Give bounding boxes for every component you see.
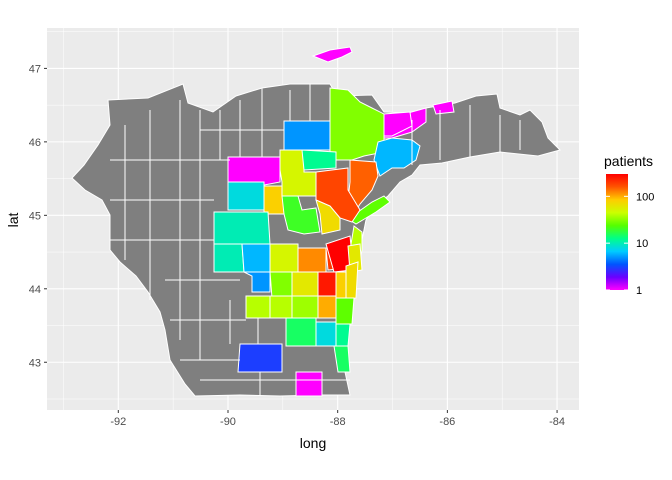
county-winnebago: [317, 271, 337, 297]
county-wood: [241, 243, 271, 273]
y-tick-label: 44: [29, 284, 41, 296]
county-portage: [269, 243, 299, 273]
legend-colorbar: [606, 174, 628, 290]
county-lincoln: [227, 181, 265, 211]
y-axis: 43 44 45 46 47: [29, 63, 47, 369]
y-axis-title: lat: [5, 213, 21, 228]
county-florence: [301, 149, 337, 171]
x-axis-title: long: [300, 435, 326, 451]
y-tick-label: 47: [29, 63, 41, 75]
x-tick-label: -86: [439, 416, 455, 428]
legend-title: patients: [604, 153, 653, 169]
county-milwaukee: [333, 345, 351, 373]
y-tick-label: 46: [29, 137, 41, 149]
county-ozaukee: [335, 323, 351, 347]
map-regions: [213, 87, 427, 397]
map-keweenaw-peninsula: [311, 46, 353, 63]
x-axis: -92 -90 -88 -86 -84: [110, 410, 565, 428]
map-counties: [71, 46, 561, 397]
county-columbia: [245, 295, 271, 319]
county-walworth: [295, 371, 323, 397]
county-menominee-mi: [349, 195, 391, 225]
map-lake-island: [432, 100, 455, 115]
county-manitowoc: [345, 261, 359, 301]
county-waushara: [291, 271, 319, 297]
county-vilas: [383, 111, 413, 137]
x-tick-label: -90: [220, 416, 236, 428]
county-green-lake: [291, 295, 319, 319]
county-dodge: [285, 317, 317, 347]
county-clark: [213, 243, 245, 273]
county-shawano: [281, 195, 321, 235]
y-tick-label: 43: [29, 357, 41, 369]
legend-tick-label: 100: [636, 191, 654, 203]
county-adams: [269, 271, 293, 299]
x-tick-label: -88: [330, 416, 346, 428]
county-dane: [237, 343, 283, 373]
county-marquette-wi: [267, 295, 293, 319]
x-tick-label: -84: [549, 416, 565, 428]
x-tick-label: -92: [110, 416, 126, 428]
legend: patients 1 10 100: [604, 153, 654, 297]
county-sheboygan: [335, 297, 355, 325]
y-tick-label: 45: [29, 210, 41, 222]
legend-tick-label: 10: [636, 238, 648, 250]
county-marathon: [213, 211, 271, 245]
legend-tick-label: 1: [636, 285, 642, 297]
legend-ticks: 1 10 100: [606, 191, 654, 297]
county-fond-du-lac: [317, 295, 337, 319]
county-waupaca: [297, 247, 327, 275]
county-washington: [315, 321, 337, 347]
map-county-lines: [110, 84, 521, 396]
county-dickinson: [283, 120, 331, 151]
county-menominee: [315, 199, 341, 235]
